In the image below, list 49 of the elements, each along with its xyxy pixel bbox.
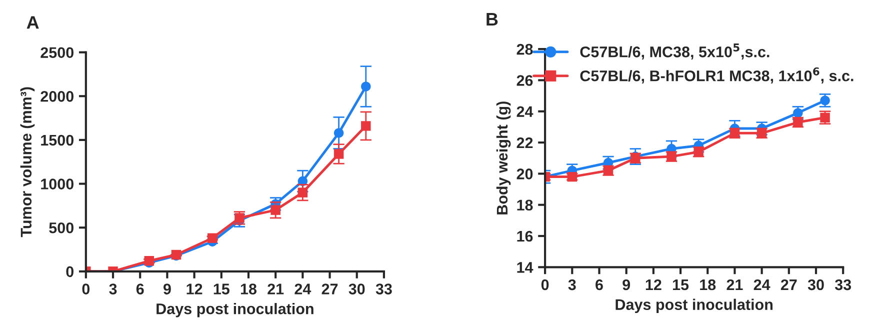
- x-tick-label: 21: [726, 279, 743, 290]
- y-tick-label: 0: [66, 266, 74, 278]
- y-tick-label: 28: [516, 44, 533, 55]
- legend-label: C57BL/6, B-hFOLR1 MC38, 1x10$^{6}$, s.c.: [580, 67, 854, 84]
- x-tick-label: 21: [268, 284, 284, 294]
- point: [820, 112, 830, 122]
- y-axis-title: Tumor volume (mm³): [20, 87, 35, 238]
- x-tick-label: 3: [109, 284, 117, 294]
- y-axis-title: Body weight (g): [496, 102, 511, 214]
- x-tick-label: 33: [834, 279, 852, 290]
- y-tick-label: 26: [516, 75, 533, 86]
- x-tick-label: 6: [136, 284, 144, 294]
- x-tick-label: 33: [376, 284, 392, 294]
- x-tick-label: 9: [622, 279, 630, 290]
- x-tick-label: 18: [700, 279, 716, 290]
- y-tick-label: 24: [516, 106, 534, 117]
- y-tick-label: 500: [49, 222, 74, 234]
- x-axis-title: Days post inoculation: [616, 298, 772, 314]
- x-tick-label: 12: [646, 279, 662, 290]
- chart-title: A: [26, 16, 39, 29]
- x-tick-label: 0: [541, 279, 549, 290]
- x-tick-label: 6: [596, 279, 603, 290]
- x-tick-label: 30: [348, 284, 365, 294]
- y-tick-label: 1000: [41, 178, 74, 190]
- x-tick-label: 18: [240, 284, 257, 294]
- x-tick-label: 24: [294, 284, 312, 294]
- y-tick-label: 1500: [41, 134, 74, 146]
- x-tick-label: 0: [82, 284, 90, 294]
- x-tick-label: 30: [808, 279, 824, 290]
- x-tick-label: 27: [780, 279, 797, 290]
- x-axis-title: Days post inoculation: [156, 303, 314, 318]
- legend-label: C57BL/6, MC38, 5x10$^{5}$,s.c.: [580, 44, 770, 60]
- x-tick-label: 9: [163, 284, 171, 294]
- x-tick-label: 15: [672, 280, 689, 290]
- y-tick-label: 18: [517, 200, 533, 211]
- y-tick-label: 14: [517, 262, 534, 273]
- y-tick-label: 22: [516, 137, 533, 148]
- chart-title: B: [486, 13, 498, 26]
- y-tick-label: 2000: [40, 91, 74, 102]
- x-tick-label: 27: [322, 284, 338, 294]
- y-tick-label: 16: [517, 230, 533, 242]
- x-tick-label: 12: [186, 284, 202, 294]
- x-tick-label: 3: [568, 279, 576, 290]
- point: [361, 121, 371, 131]
- x-tick-label: 24: [754, 279, 770, 290]
- point: [270, 205, 280, 215]
- y-tick-label: 20: [516, 168, 533, 180]
- y-tick-label: 2500: [40, 47, 74, 58]
- x-tick-label: 15: [214, 284, 230, 294]
